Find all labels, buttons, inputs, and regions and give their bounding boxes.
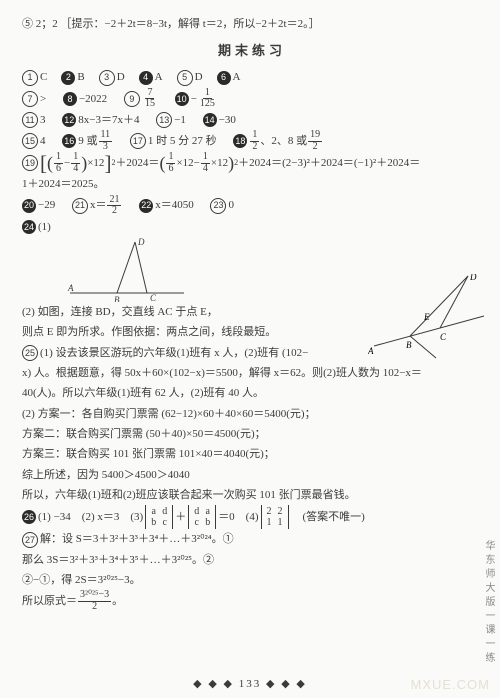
- section-title: 期末练习: [22, 40, 482, 59]
- answers-row-3: 113 128x−3＝7x＋4 13−1 14−30: [22, 110, 482, 130]
- q25-h: 所以，六年级(1)班和(2)班应该联合起来一次购买 101 张门票最省钱。: [22, 485, 482, 505]
- answers-row-5b: 1＋2024＝2025。: [22, 174, 482, 194]
- q25-c: 40(人)。所以六年级(1)班有 62 人，(2)班有 40 人。: [22, 383, 482, 403]
- q25-e: 方案二：联合购买门票需 (50＋40)×50＝4500(元)；: [22, 424, 482, 444]
- svg-text:E: E: [423, 312, 430, 322]
- q24-1: 24(1): [22, 217, 482, 237]
- q27-c: ②−①，得 2S＝3²⁰²⁵−3。: [22, 570, 482, 590]
- svg-text:D: D: [137, 237, 145, 247]
- diagram-1: A B C D: [62, 237, 192, 302]
- answers-row-4: 154 16 9 或113 171 时 5 分 27 秒 1812、2、8 或1…: [22, 130, 482, 152]
- diagram-2: A B C D E: [368, 274, 488, 359]
- answers-row-2: 7> 8−2022 9715 10−1125: [22, 88, 482, 110]
- svg-text:B: B: [114, 295, 120, 302]
- svg-text:A: A: [368, 346, 374, 356]
- svg-text:B: B: [406, 340, 412, 350]
- q27-b: 那么 3S＝3²＋3³＋3⁴＋3⁵＋…＋3²⁰²⁵。②: [22, 550, 482, 570]
- q25-d: (2) 方案一：各自购买门票需 (62−12)×60＋40×60＝5400(元)…: [22, 404, 482, 424]
- watermark: MXUE.COM: [411, 677, 491, 692]
- sidebar-text: 华东师大版一课一练: [481, 540, 496, 666]
- q26: 26(1) −34 (2) x＝3 (3) abdc＋ dcab ＝0 (4) …: [22, 505, 482, 529]
- q25-b: x) 人。根据题意，得 50x＋60×(102−x)＝5500，解得 x＝62。…: [22, 363, 482, 383]
- answers-row-6: 20−29 21 x＝212 22x＝4050 230: [22, 195, 482, 217]
- answers-row-1: 1C2B3D4A5D6A: [22, 67, 482, 87]
- svg-text:C: C: [440, 332, 447, 342]
- svg-text:C: C: [150, 293, 157, 302]
- q27-d: 所以原式＝ 3²⁰²⁵−32。: [22, 590, 482, 612]
- hint-line: ⑤ 2；2 ［提示：−2＋2t＝8−3t，解得 t＝2，所以−2＋2t＝2。］: [22, 14, 482, 34]
- svg-text:A: A: [67, 283, 74, 293]
- svg-text:D: D: [469, 274, 477, 282]
- q27-a: 27解：设 S＝3＋3²＋3³＋3⁴＋…＋3²⁰²⁴。①: [22, 529, 482, 549]
- answers-row-5: 19 [ ( 16−14 )×12 ]2＋2024＝ ( 16×12−14×12…: [22, 152, 482, 174]
- q25-g: 综上所述，因为 5400＞4500＞4040: [22, 465, 482, 485]
- q25-f: 方案三：联合购买 101 张门票需 101×40＝4040(元)；: [22, 444, 482, 464]
